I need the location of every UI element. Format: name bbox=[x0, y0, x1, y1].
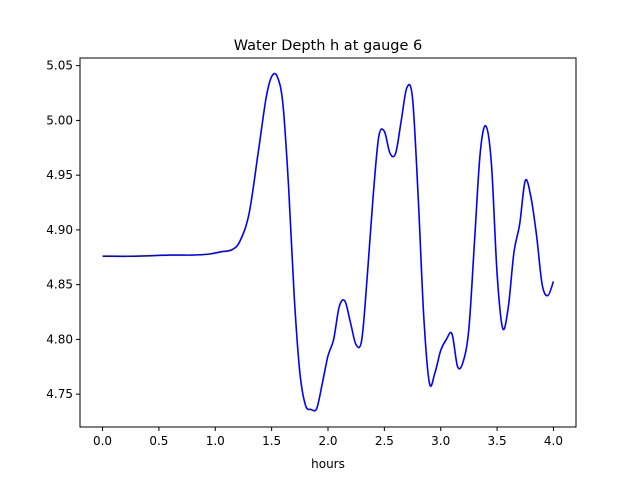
x-tick-label: 2.5 bbox=[375, 434, 394, 448]
y-tick-label: 4.90 bbox=[46, 223, 73, 237]
x-tick-label: 0.0 bbox=[93, 434, 112, 448]
chart-title: Water Depth h at gauge 6 bbox=[234, 38, 422, 54]
x-tick-label: 1.0 bbox=[206, 434, 225, 448]
y-tick-label: 4.85 bbox=[46, 278, 73, 292]
x-axis-label: hours bbox=[311, 457, 345, 471]
x-tick-label: 0.5 bbox=[149, 434, 168, 448]
x-axis-ticks: 0.0 0.5 1.0 1.5 2.0 2.5 3.0 3.5 4.0 bbox=[93, 427, 563, 448]
x-tick-label: 1.5 bbox=[262, 434, 281, 448]
series-layer bbox=[102, 72, 555, 412]
x-tick-label: 3.5 bbox=[488, 434, 507, 448]
x-tick-label: 4.0 bbox=[544, 434, 563, 448]
axes-frame bbox=[79, 57, 577, 428]
y-tick-label: 5.05 bbox=[46, 59, 73, 73]
x-tick-label: 2.0 bbox=[318, 434, 337, 448]
y-tick-label: 4.75 bbox=[46, 387, 73, 401]
y-tick-label: 4.95 bbox=[46, 168, 73, 182]
y-tick-label: 4.80 bbox=[46, 332, 73, 346]
y-axis-ticks: 4.75 4.80 4.85 4.90 4.95 5.00 5.05 bbox=[46, 59, 80, 401]
y-tick-label: 5.00 bbox=[46, 113, 73, 127]
series-line bbox=[102, 72, 555, 412]
x-tick-label: 3.0 bbox=[431, 434, 450, 448]
